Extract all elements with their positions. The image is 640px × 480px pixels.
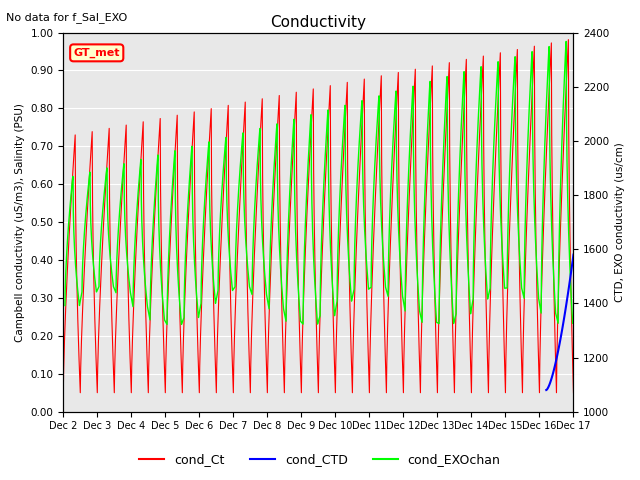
Legend: cond_Ct, cond_CTD, cond_EXOchan: cond_Ct, cond_CTD, cond_EXOchan (134, 448, 506, 471)
Y-axis label: CTD, EXO conductivity (us/cm): CTD, EXO conductivity (us/cm) (615, 142, 625, 302)
Text: GT_met: GT_met (74, 48, 120, 58)
Title: Conductivity: Conductivity (270, 15, 366, 30)
Text: No data for f_Sal_EXO: No data for f_Sal_EXO (6, 12, 127, 23)
Y-axis label: Campbell conductivity (uS/m3), Salinity (PSU): Campbell conductivity (uS/m3), Salinity … (15, 103, 25, 342)
